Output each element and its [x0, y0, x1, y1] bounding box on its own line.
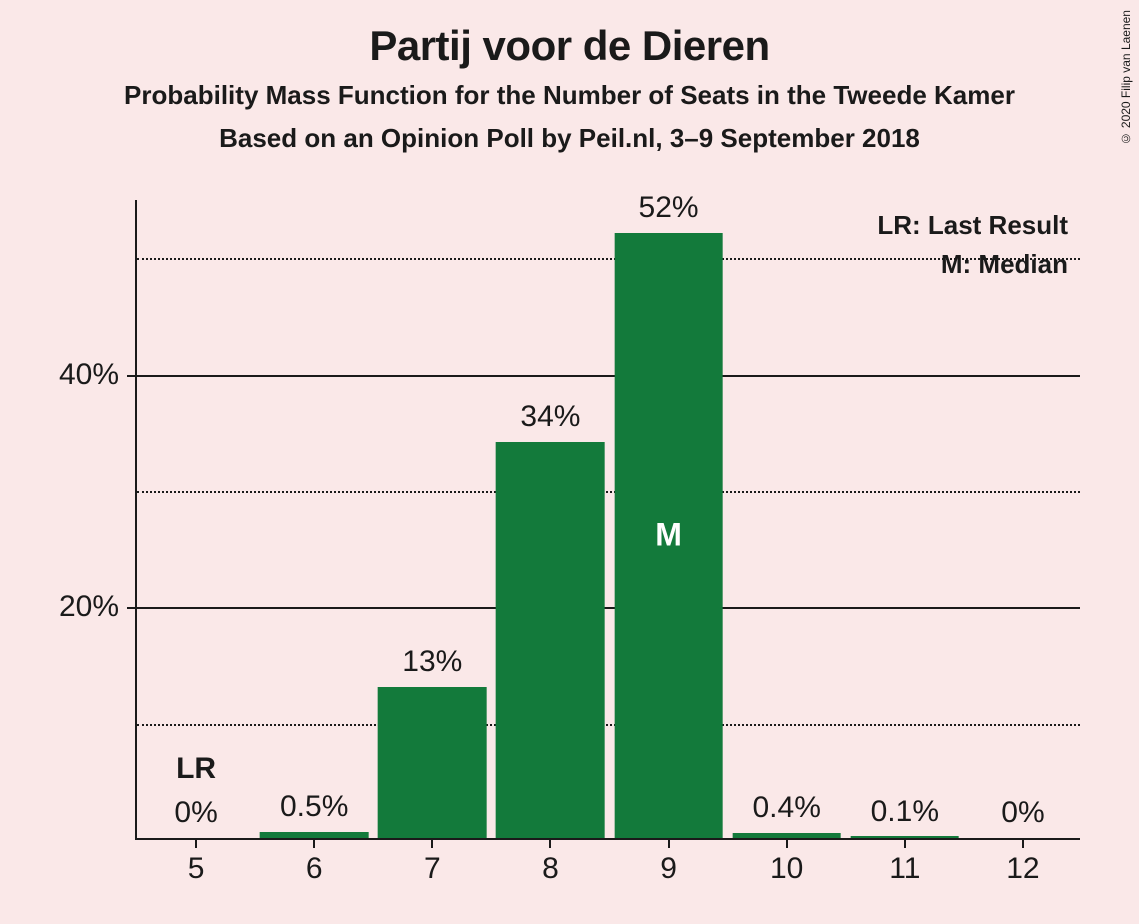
title-block: Partij voor de Dieren Probability Mass F…	[0, 0, 1139, 154]
x-tick	[313, 838, 315, 848]
bar-slot: 0.1%	[846, 200, 964, 838]
last-result-marker: LR	[176, 752, 216, 786]
bar-slot: 0% LR	[137, 200, 255, 838]
x-axis-label: 10	[770, 852, 803, 886]
bar-value-label: 0.5%	[280, 790, 348, 824]
bar-slot: 34%	[491, 200, 609, 838]
bar-value-label: 13%	[402, 645, 462, 679]
bar	[496, 442, 605, 838]
bar: M	[614, 233, 723, 838]
x-axis-label: 9	[660, 852, 677, 886]
chart-subtitle-2: Based on an Opinion Poll by Peil.nl, 3–9…	[0, 123, 1139, 154]
chart-subtitle-1: Probability Mass Function for the Number…	[0, 80, 1139, 111]
x-axis-label: 8	[542, 852, 559, 886]
bar-slot: M52%	[610, 200, 728, 838]
x-tick	[668, 838, 670, 848]
bar-value-label: 52%	[639, 191, 699, 225]
y-axis-label: 20%	[59, 590, 119, 624]
x-tick	[786, 838, 788, 848]
y-axis-label: 40%	[59, 358, 119, 392]
bar-value-label: 0%	[174, 796, 217, 830]
x-tick	[195, 838, 197, 848]
bar-value-label: 0%	[1001, 796, 1044, 830]
x-axis-label: 7	[424, 852, 441, 886]
bar-slot: 13%	[373, 200, 491, 838]
x-tick	[431, 838, 433, 848]
x-tick	[1022, 838, 1024, 848]
chart-title: Partij voor de Dieren	[0, 22, 1139, 70]
bar-slot: 0.5%	[255, 200, 373, 838]
copyright-text: © 2020 Filip van Laenen	[1119, 10, 1133, 145]
plot-area: LR: Last Result M: Median 20%40%0%LR50.5…	[135, 200, 1080, 840]
x-tick	[549, 838, 551, 848]
bar-value-label: 0.1%	[871, 795, 939, 829]
bar-value-label: 34%	[520, 400, 580, 434]
x-axis-label: 12	[1006, 852, 1039, 886]
median-marker: M	[655, 517, 682, 554]
x-axis-label: 11	[889, 852, 920, 886]
bar	[378, 687, 487, 838]
bar-slot: 0.4%	[728, 200, 846, 838]
x-axis-label: 6	[306, 852, 323, 886]
chart-container: LR: Last Result M: Median 20%40%0%LR50.5…	[40, 190, 1100, 890]
x-tick	[904, 838, 906, 848]
bar-value-label: 0.4%	[752, 791, 820, 825]
bar-slot: 0%	[964, 200, 1082, 838]
x-axis-label: 5	[188, 852, 205, 886]
